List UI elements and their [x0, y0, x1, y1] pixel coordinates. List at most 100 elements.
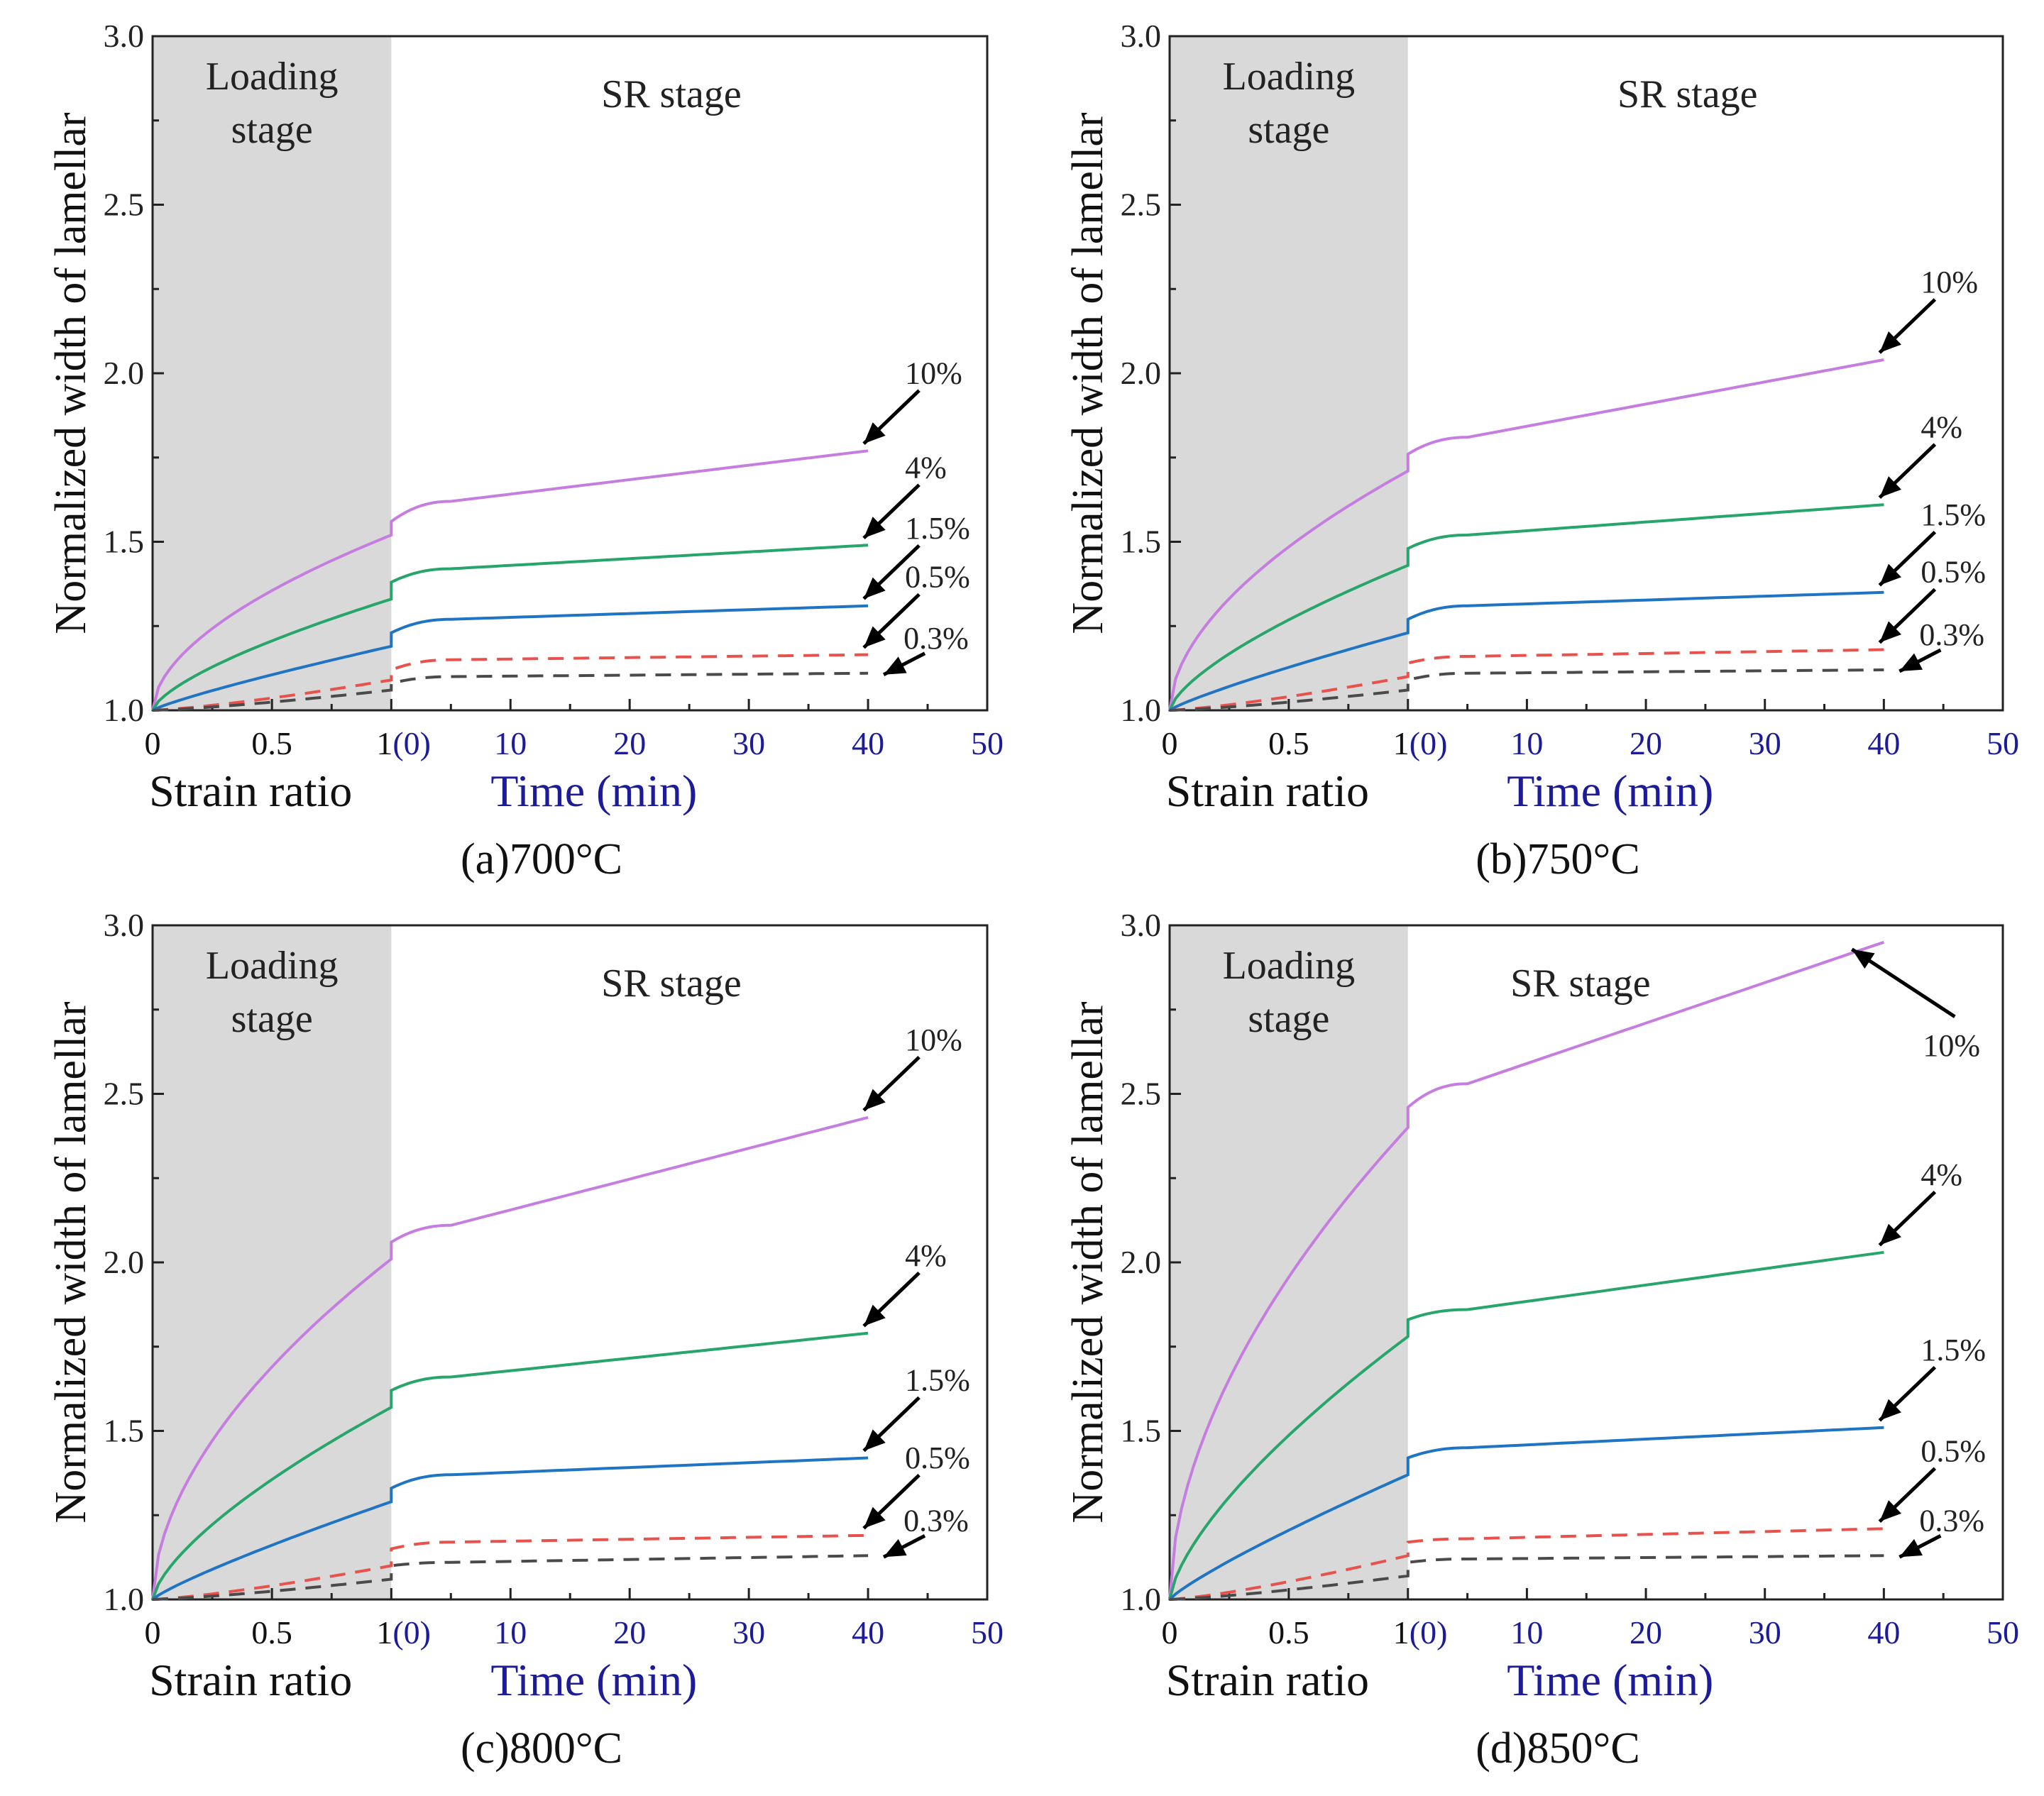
loading-stage-label: stage — [1248, 997, 1329, 1041]
series-label: 10% — [905, 356, 962, 390]
annotation-arrowhead-icon — [864, 1506, 886, 1528]
loading-stage-label: stage — [1248, 108, 1329, 152]
annotation-arrowhead-icon — [864, 517, 886, 539]
strain-tick-label: 0 — [1162, 725, 1178, 761]
series-label: 0.5% — [905, 1440, 970, 1475]
sr-stage-label: SR stage — [601, 962, 742, 1006]
x-axis-label-strain: Strain ratio — [1166, 1655, 1369, 1705]
y-axis-label: Normalized width of lamellar — [1064, 112, 1112, 634]
annotation-arrowhead-icon — [1879, 1223, 1901, 1245]
series-label: 0.5% — [1921, 1433, 1986, 1468]
series-label: 10% — [1923, 1028, 1980, 1063]
strain-tick-label: 0.5 — [251, 725, 292, 761]
annotation-arrowhead-icon — [1879, 1399, 1901, 1421]
series-label: 0.3% — [903, 1503, 969, 1538]
loading-stage-label: stage — [231, 997, 313, 1041]
time-tick-label: 20 — [1630, 725, 1662, 761]
series-label: 0.5% — [1921, 555, 1986, 590]
time-tick-label: 20 — [613, 1614, 646, 1651]
series-line-10pct — [151, 449, 869, 711]
sr-stage-label: SR stage — [1617, 72, 1758, 116]
series-label: 0.5% — [905, 560, 970, 595]
annotation-arrowhead-icon — [1879, 331, 1901, 353]
y-axis-label: Normalized width of lamellar — [47, 1001, 95, 1523]
annotation-arrowhead-icon — [1879, 563, 1901, 585]
strain-tick-label: 0.5 — [1268, 1614, 1309, 1651]
time-tick-label: (0) — [1410, 1614, 1448, 1651]
series-line-4pct — [1168, 503, 1884, 711]
annotation-arrowhead-icon — [1879, 476, 1901, 498]
panel-caption: (a)700°C — [461, 835, 622, 883]
strain-tick-label: 0 — [145, 725, 161, 761]
x-axis-label-time: Time (min) — [1507, 1655, 1713, 1705]
series-line-1_5pct — [1168, 1426, 1884, 1601]
y-tick-label: 1.0 — [1121, 692, 1162, 728]
y-tick-label: 3.0 — [1121, 18, 1162, 54]
panel-caption: (c)800°C — [461, 1724, 622, 1773]
series-label: 1.5% — [905, 1363, 970, 1398]
annotation-arrowhead-icon — [1879, 1500, 1901, 1522]
x-axis-label-time: Time (min) — [1507, 766, 1713, 816]
loading-stage-region — [1170, 36, 1408, 710]
y-tick-label: 1.5 — [1121, 1413, 1162, 1449]
time-tick-label: 30 — [732, 1614, 765, 1651]
annotation-arrowhead-icon — [884, 1538, 907, 1558]
series-label: 4% — [905, 450, 947, 485]
y-tick-label: 3.0 — [104, 18, 145, 54]
strain-tick-label: 0.5 — [251, 1614, 292, 1651]
panel-caption: (b)750°C — [1476, 835, 1639, 883]
time-tick-label: 20 — [613, 725, 646, 761]
y-tick-label: 1.0 — [1121, 1581, 1162, 1617]
panel-caption: (d)850°C — [1476, 1724, 1639, 1773]
time-tick-label: 30 — [1749, 1614, 1781, 1651]
y-tick-label: 1.0 — [104, 692, 145, 728]
series-line-10pct — [151, 1115, 869, 1600]
time-tick-label: 20 — [1630, 1614, 1662, 1651]
strain-tick-label: 0 — [145, 1614, 161, 1651]
loading-stage-label: Loading — [206, 55, 339, 99]
y-tick-label: 1.5 — [104, 1413, 145, 1449]
annotation-arrowhead-icon — [864, 626, 886, 648]
series-line-0_3pct — [1169, 668, 1884, 712]
annotation-arrowhead-icon — [864, 1429, 886, 1451]
series-label: 4% — [1921, 409, 1962, 444]
series-label: 4% — [1921, 1157, 1962, 1192]
series-line-4pct — [151, 544, 869, 712]
loading-stage-region — [1170, 925, 1408, 1599]
series-line-0_5pct — [152, 653, 869, 712]
time-tick-label: 50 — [971, 725, 1004, 761]
series-line-4pct — [1168, 1250, 1884, 1600]
annotation-arrowhead-icon — [1852, 949, 1875, 969]
series-label: 1.5% — [905, 511, 970, 546]
x-axis-label-strain: Strain ratio — [149, 1655, 352, 1705]
y-tick-label: 1.5 — [1121, 524, 1162, 560]
annotation-arrowhead-icon — [864, 1089, 886, 1111]
series-line-10pct — [1168, 940, 1885, 1600]
y-tick-label: 2.0 — [1121, 1244, 1162, 1280]
y-tick-label: 2.5 — [104, 1076, 145, 1112]
time-tick-label: 40 — [1867, 1614, 1900, 1651]
time-tick-label: 50 — [1987, 1614, 2019, 1651]
series-line-0_3pct — [152, 671, 869, 712]
y-tick-label: 1.0 — [104, 1581, 145, 1617]
time-tick-label: (0) — [392, 725, 431, 761]
time-tick-label: (0) — [1410, 725, 1448, 761]
series-line-1_5pct — [152, 604, 869, 712]
series-label: 10% — [1921, 265, 1978, 299]
series-line-1_5pct — [151, 1456, 869, 1601]
series-label: 0.3% — [903, 621, 969, 656]
series-line-4pct — [151, 1331, 869, 1600]
series-label: 10% — [905, 1023, 962, 1057]
series-label: 1.5% — [1921, 497, 1986, 532]
series-line-10pct — [1168, 358, 1884, 711]
loading-stage-label: Loading — [1223, 944, 1356, 988]
series-label: 4% — [905, 1238, 947, 1273]
annotation-arrowhead-icon — [864, 577, 886, 599]
loading-stage-region — [153, 925, 392, 1599]
annotation-arrowhead-icon — [864, 1304, 886, 1326]
loading-stage-label: stage — [231, 108, 313, 152]
annotation-arrowhead-icon — [884, 656, 907, 675]
x-axis-label-strain: Strain ratio — [1166, 766, 1369, 816]
y-tick-label: 2.5 — [104, 187, 145, 223]
